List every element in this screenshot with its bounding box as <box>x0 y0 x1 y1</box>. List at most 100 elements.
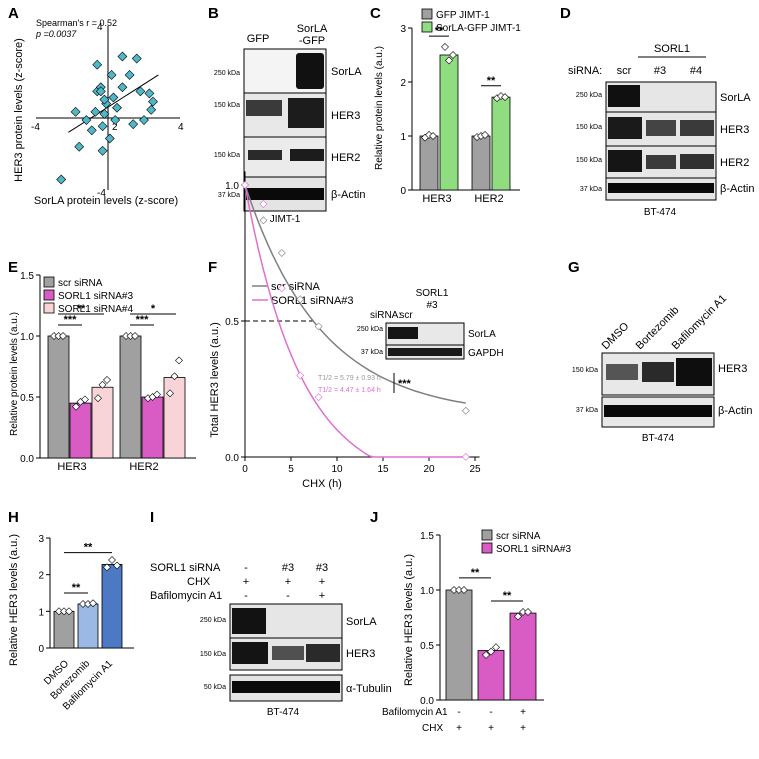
panel-i-condition-value: + <box>319 590 325 602</box>
panel-j-bar <box>477 650 505 701</box>
panel-a-fit-line <box>68 74 159 133</box>
panel-e-bar-chart: scr siRNA SORL1 siRNA#3 SORL1 siRNA#4 Re… <box>9 271 196 473</box>
panel-d-label-her3: HER3 <box>720 124 749 136</box>
panel-a-xtick: 2 <box>112 122 118 133</box>
panel-j-legend-scr: scr siRNA <box>496 531 541 542</box>
panel-f-point <box>461 453 470 461</box>
panel-c-sig: ** <box>435 25 444 37</box>
panel-d-sirna-label: siRNA: <box>568 65 602 77</box>
panel-e-sig: *** <box>136 314 150 326</box>
panel-a-point <box>131 53 142 64</box>
panel-a-point <box>124 70 135 80</box>
panel-e-point <box>153 390 161 399</box>
panel-letter-h: H <box>8 509 19 526</box>
panel-e-point <box>98 380 107 389</box>
panel-a-point <box>99 108 110 119</box>
panel-h-bar <box>53 610 75 649</box>
panel-g-kda: 37 kDa <box>576 407 598 414</box>
panel-b-band <box>288 98 324 128</box>
panel-letters: A B C D E F G H I J <box>8 5 580 526</box>
panel-f-x-tick-label: 25 <box>469 464 481 475</box>
panel-e-sig: ** <box>77 303 86 315</box>
panel-d-kda: 150 kDa <box>576 157 602 164</box>
panel-a-point <box>97 121 108 132</box>
panel-j-y-tick-label: 0.5 <box>420 641 434 652</box>
panel-f-legend-scr: scr siRNA <box>271 281 321 293</box>
panel-i-cell-line: BT-474 <box>267 707 300 718</box>
panel-f-point <box>259 216 268 225</box>
panel-j-sig: ** <box>503 590 512 602</box>
panel-e-point <box>166 389 174 398</box>
panel-b-band <box>246 100 282 116</box>
panel-d-header: SORL1 <box>654 43 690 55</box>
panel-e-category: HER3 <box>57 461 86 473</box>
panel-g-band <box>642 362 674 382</box>
panel-a-point <box>117 82 128 93</box>
panel-a-point <box>56 174 67 185</box>
panel-b-label-actin: β-Actin <box>331 189 365 201</box>
panel-e-legend-si4: SORL1 siRNA#4 <box>58 304 133 315</box>
panel-f-xlabel: CHX (h) <box>302 478 342 490</box>
panel-j-ylabel: Relative HER3 levels (a.u.) <box>403 554 415 686</box>
panel-a-ylabel: HER3 protein levels (z-score) <box>13 38 25 182</box>
panel-h-bar <box>101 564 123 649</box>
panel-a-point <box>139 115 149 125</box>
panel-a-point <box>146 104 157 115</box>
panel-b-kda: 150 kDa <box>214 152 240 159</box>
panel-f-point <box>277 284 286 293</box>
panel-e-point <box>175 356 183 365</box>
panel-j-legend-swatch <box>481 542 493 554</box>
panel-j-point <box>482 650 490 659</box>
panel-d-band <box>608 150 642 172</box>
panel-f-x-tick-label: 0 <box>242 464 248 475</box>
panel-d-band <box>646 155 676 169</box>
panel-c-point <box>449 51 457 59</box>
panel-c-bar <box>471 135 491 191</box>
panel-h-point <box>113 561 121 570</box>
panel-f-point <box>259 200 268 208</box>
panel-e-legend-swatch <box>43 289 55 301</box>
panel-a-axes <box>36 26 180 190</box>
panel-i-condition-value: + <box>243 576 249 588</box>
panel-c-bar-chart: GFP JIMT-1 SorLA-GFP JIMT-1 Relative pro… <box>374 8 521 205</box>
panel-a-points <box>56 51 158 185</box>
panel-j-condition-value: + <box>488 723 494 734</box>
panel-f-inset-kda: 37 kDa <box>361 349 383 356</box>
panel-j-row-label: Bafilomycin A1 <box>382 707 448 718</box>
panel-f-point <box>241 181 249 189</box>
panel-e-plot: 0.00.51.01.5********* <box>20 271 196 465</box>
panel-e-legend-swatch <box>43 302 55 314</box>
panel-e-bar <box>47 335 70 459</box>
panel-h-ylabel: Relative HER3 levels (a.u.) <box>8 534 20 666</box>
panel-f-inset-sirna: siRNA: <box>370 310 401 321</box>
panel-f-inset-lane: scr <box>399 310 413 321</box>
panel-j-bar <box>509 612 537 701</box>
panel-i-kda: 250 kDa <box>200 617 226 624</box>
panel-d-lane: #3 <box>654 65 666 77</box>
panel-j-bar-chart: scr siRNA SORL1 siRNA#3 Relative HER3 le… <box>382 529 571 734</box>
panel-f-y-tick-label: 0.0 <box>225 453 239 464</box>
panel-j-point <box>492 643 500 652</box>
panel-e-point <box>170 372 179 381</box>
panel-g-label-her3: HER3 <box>718 363 747 375</box>
panel-h-bar <box>77 603 99 649</box>
panel-c-legend-swatch <box>421 8 433 20</box>
panel-e-y-tick-label: 0.5 <box>20 393 34 404</box>
panel-j-plot: 0.0 0.5 1.0 1.5 ** ** <box>420 531 544 707</box>
panel-a-point <box>92 59 103 70</box>
panel-d-label-her2: HER2 <box>720 157 749 169</box>
panel-c-y-tick-label: 0 <box>400 186 406 197</box>
panel-f-decay-chart: scr siRNA SORL1 siRNA#3 Total HER3 level… <box>209 171 504 490</box>
panel-letter-c: C <box>370 5 381 22</box>
panel-e-y-tick-label: 1.0 <box>20 332 34 343</box>
panel-d-band <box>608 117 642 139</box>
panel-f-point <box>314 322 323 331</box>
panel-e-point <box>59 332 67 340</box>
panel-i-row-label: Bafilomycin A1 <box>150 590 222 602</box>
panel-f-x-tick-label: 10 <box>331 464 343 475</box>
panel-a-point <box>106 70 117 80</box>
panel-j-y-tick-label: 1.0 <box>420 586 434 597</box>
panel-letter-d: D <box>560 5 571 22</box>
